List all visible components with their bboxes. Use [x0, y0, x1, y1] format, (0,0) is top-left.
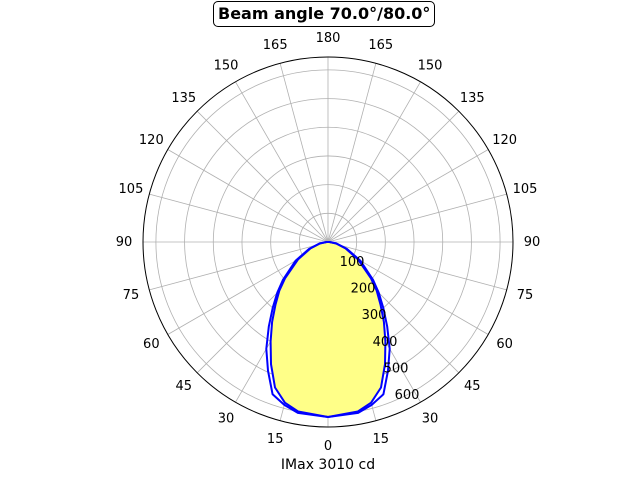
- polar-frame: [142, 56, 514, 428]
- angle-tick-label: 165: [368, 38, 393, 53]
- angle-tick-label: 30: [422, 412, 439, 427]
- angle-tick-label: 135: [171, 91, 196, 106]
- angle-tick-label: 150: [214, 58, 239, 73]
- radial-tick-label: 400: [373, 335, 398, 350]
- grid-spoke: [149, 193, 329, 243]
- series-fill-1: [270, 242, 386, 417]
- angle-tick-label: 90: [116, 235, 133, 250]
- angle-tick-label: 75: [123, 288, 140, 303]
- grid-spoke: [327, 110, 460, 243]
- radial-tick-label: 300: [362, 308, 387, 323]
- grid-spoke: [167, 149, 329, 243]
- radial-tick-label: 500: [384, 361, 409, 376]
- angle-tick-label: 60: [143, 337, 160, 352]
- radial-tick-label: 600: [395, 388, 420, 403]
- angle-tick-label: 45: [464, 379, 481, 394]
- angle-tick-label: 30: [218, 412, 235, 427]
- angle-tick-label: 15: [373, 432, 390, 447]
- angle-tick-label: 105: [513, 182, 538, 197]
- grid-spoke: [279, 63, 329, 243]
- angle-tick-label: 180: [316, 31, 341, 46]
- angle-tick-label: 120: [492, 133, 517, 148]
- angle-tick-label: 90: [524, 235, 541, 250]
- angle-tick-label: 0: [324, 439, 332, 454]
- grid-spoke: [196, 110, 329, 243]
- angle-tick-label: 165: [263, 38, 288, 53]
- grid-spoke: [327, 193, 507, 243]
- grid-spoke: [327, 241, 507, 291]
- chart-title: Beam angle 70.0°/80.0°: [213, 1, 436, 27]
- angle-tick-label: 120: [139, 133, 164, 148]
- grid-spoke: [327, 81, 421, 243]
- radial-tick-label: 100: [340, 255, 365, 270]
- angle-tick-label: 105: [119, 182, 144, 197]
- angle-tick-label: 150: [418, 58, 443, 73]
- angle-tick-label: 45: [175, 379, 192, 394]
- x-axis-label: IMax 3010 cd: [280, 457, 376, 473]
- grid-spoke: [235, 81, 329, 243]
- radial-tick-label: 200: [351, 282, 376, 297]
- angle-tick-label: 75: [517, 288, 534, 303]
- grid-spoke: [327, 63, 377, 243]
- angle-tick-label: 135: [460, 91, 485, 106]
- angle-tick-label: 15: [267, 432, 284, 447]
- series-line-1: [269, 241, 387, 418]
- grid-spoke: [149, 241, 329, 291]
- angle-tick-label: 60: [496, 337, 513, 352]
- grid-spoke: [327, 149, 489, 243]
